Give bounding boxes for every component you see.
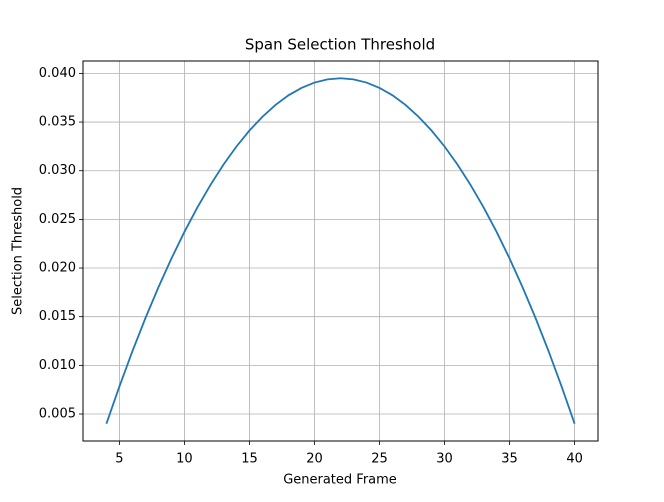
x-tick-label: 30 bbox=[436, 452, 453, 467]
data-line bbox=[105, 77, 576, 425]
x-tick-label: 20 bbox=[306, 452, 323, 467]
y-tick-label: 0.035 bbox=[39, 115, 76, 130]
y-tick-label: 0.030 bbox=[39, 163, 76, 178]
y-tick-label: 0.005 bbox=[39, 406, 76, 421]
y-tick-label: 0.040 bbox=[39, 66, 76, 81]
y-tick-label: 0.020 bbox=[39, 261, 76, 276]
x-tick-label: 35 bbox=[501, 452, 518, 467]
y-axis-label: Selection Threshold bbox=[11, 187, 26, 315]
x-tick-label: 25 bbox=[371, 452, 388, 467]
x-tick-label: 15 bbox=[241, 452, 258, 467]
plot-frame bbox=[82, 60, 599, 442]
x-tick-label: 5 bbox=[115, 452, 123, 467]
y-tick-label: 0.010 bbox=[39, 358, 76, 373]
x-tick-label: 40 bbox=[566, 452, 583, 467]
y-tick-label: 0.025 bbox=[39, 212, 76, 227]
x-axis-label: Generated Frame bbox=[283, 473, 397, 488]
chart-title: Span Selection Threshold bbox=[245, 36, 435, 54]
x-tick-label: 10 bbox=[176, 452, 193, 467]
y-tick-label: 0.015 bbox=[39, 309, 76, 324]
